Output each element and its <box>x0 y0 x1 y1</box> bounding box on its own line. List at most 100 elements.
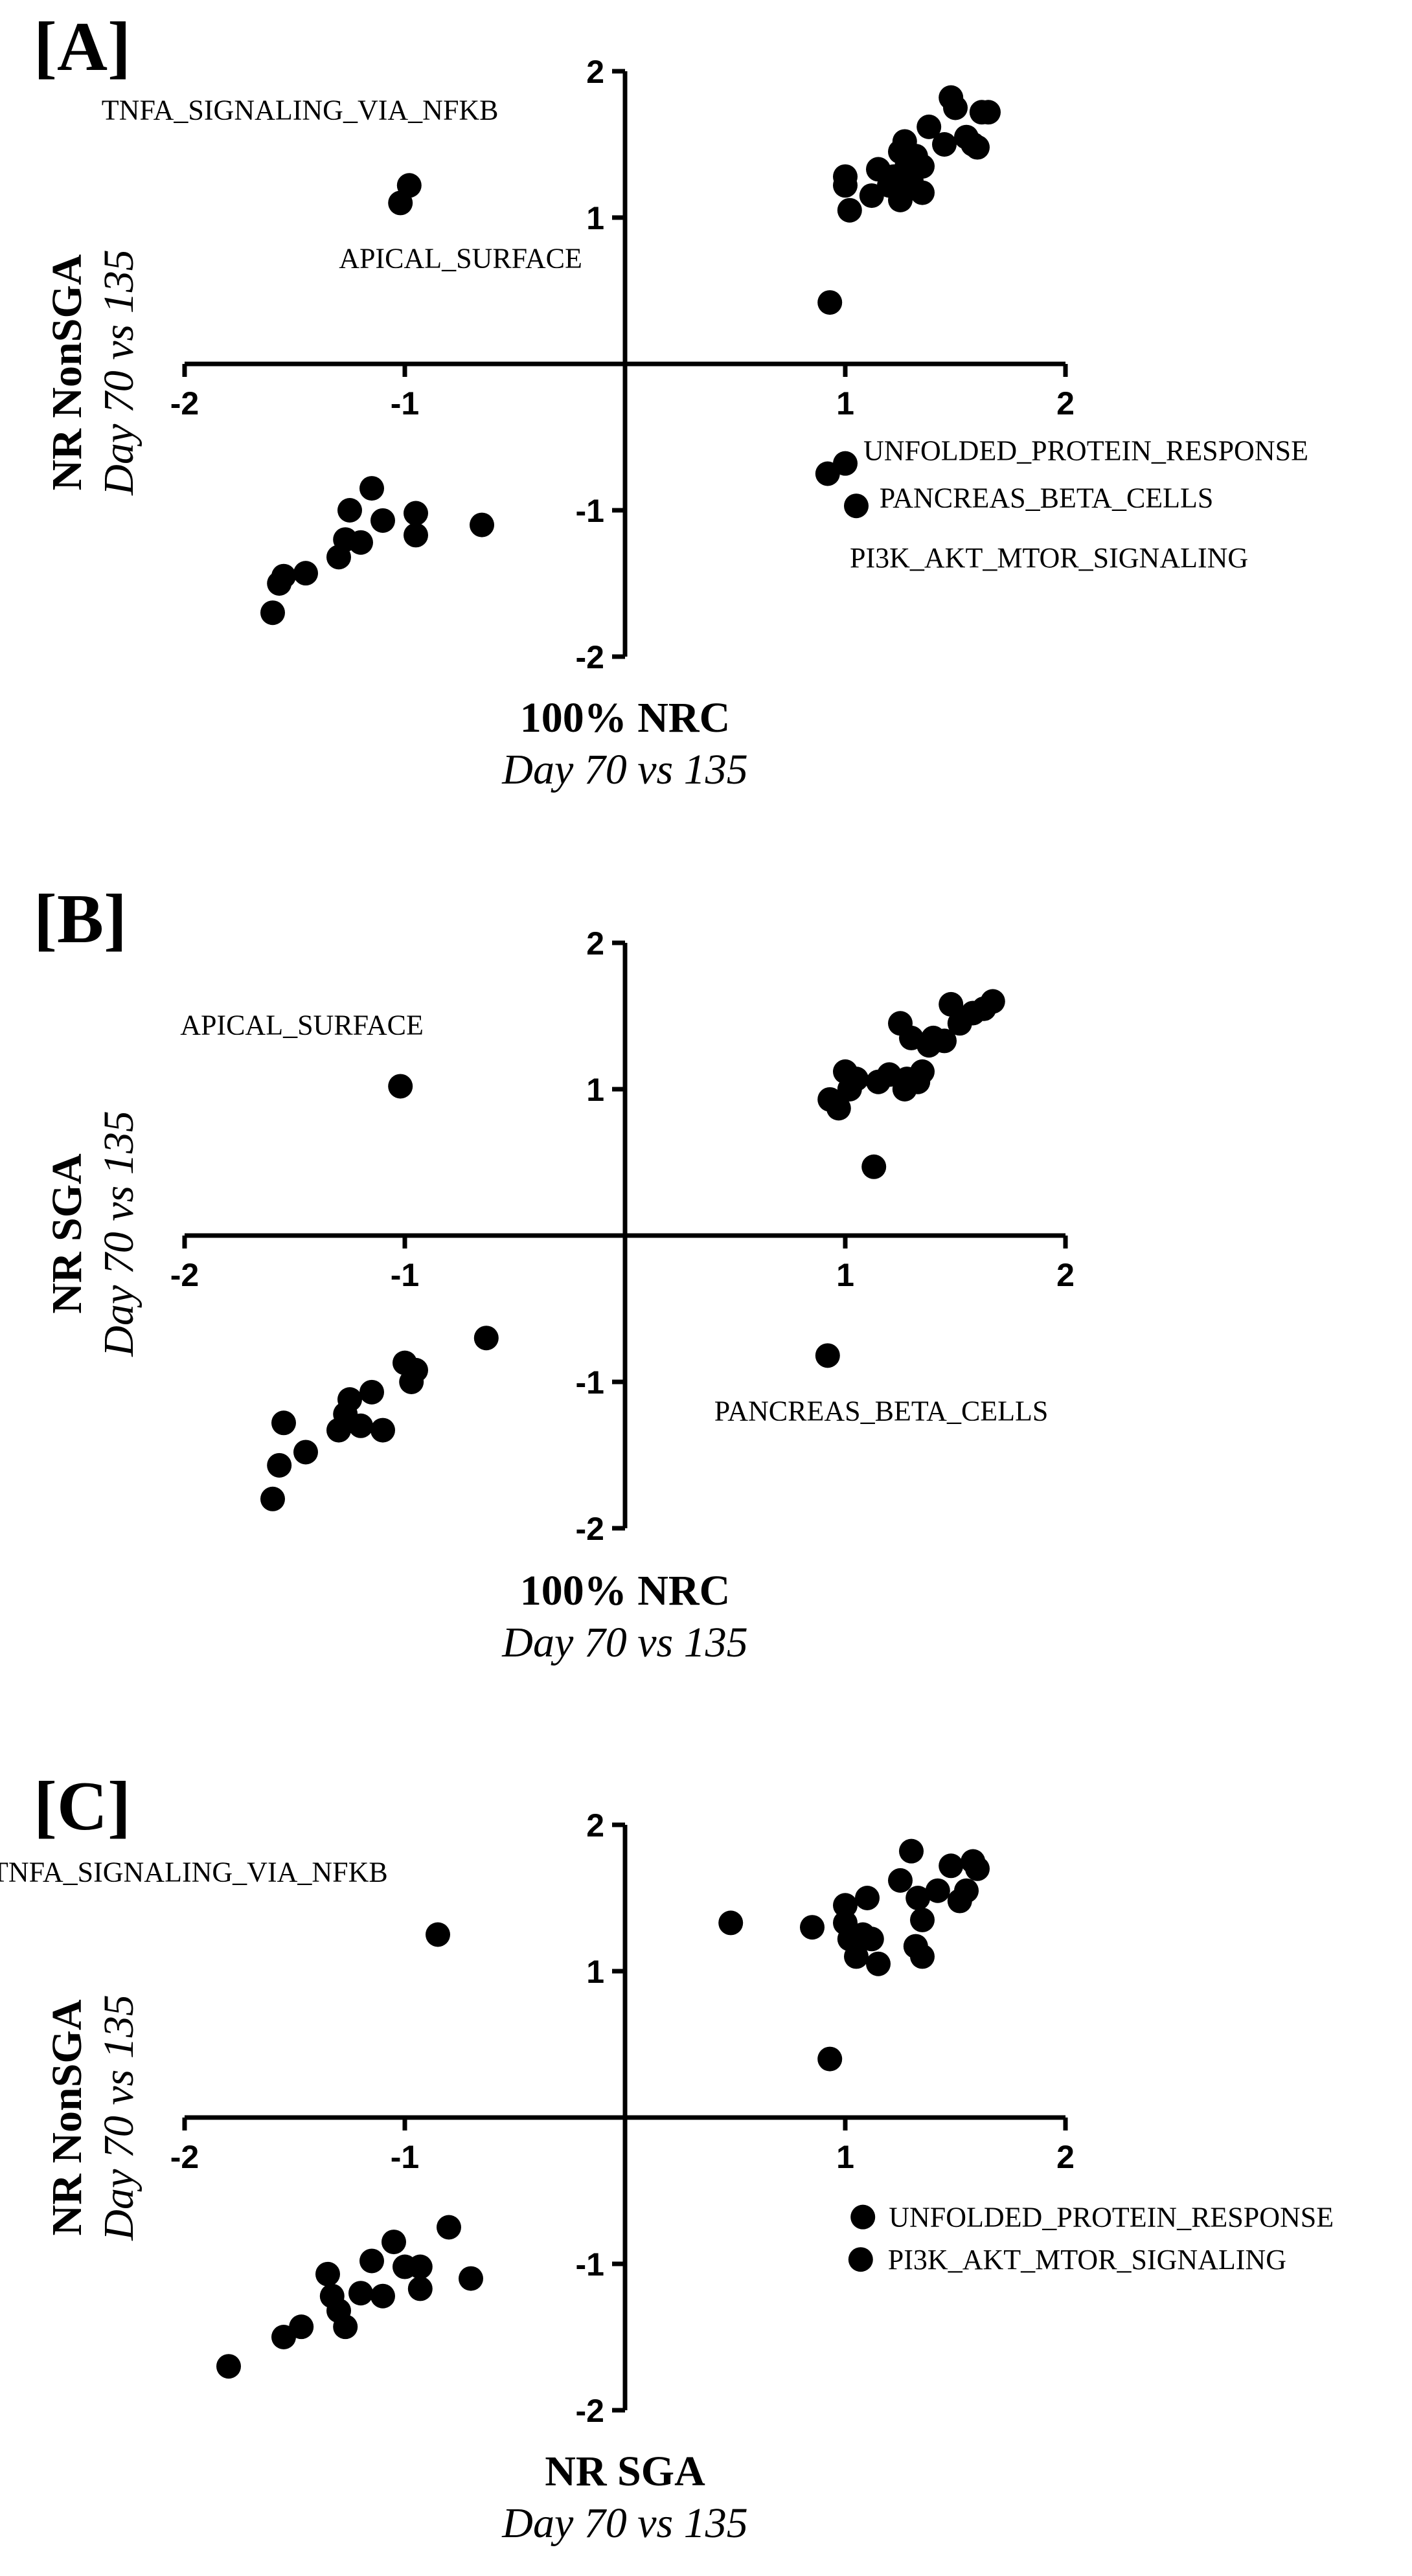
point-annotation-a: PANCREAS_BETA_CELLS <box>880 482 1214 514</box>
panel-label-a: [A] <box>34 8 131 85</box>
data-point-c <box>855 1886 880 1910</box>
data-point-a <box>965 135 990 160</box>
data-point-c <box>910 1944 935 1969</box>
data-point-c <box>910 1907 935 1932</box>
y-tick-label-b: 2 <box>586 925 604 962</box>
data-point-b <box>861 1154 887 1179</box>
data-point-c <box>850 2204 876 2230</box>
data-point-a <box>404 501 428 526</box>
data-point-a <box>271 563 296 589</box>
data-point-b <box>293 1440 318 1465</box>
data-point-a <box>470 512 494 537</box>
data-point-a <box>817 290 843 315</box>
point-annotation-a: PI3K_AKT_MTOR_SIGNALING <box>850 542 1248 574</box>
data-point-c <box>289 2314 314 2340</box>
data-point-c <box>315 2261 340 2287</box>
data-point-c <box>817 2046 843 2072</box>
panel-label-c: [C] <box>34 1768 131 1845</box>
data-point-c <box>844 1944 869 1969</box>
data-point-b <box>932 1028 957 1054</box>
y-tick-label-b: 1 <box>586 1072 604 1108</box>
point-annotation-b: APICAL_SURFACE <box>180 1009 424 1041</box>
x-axis-title-a: 100% NRC <box>520 694 731 741</box>
data-point-c <box>437 2215 461 2240</box>
y-axis-title-b: NR SGA <box>43 1153 91 1314</box>
data-point-a <box>888 187 913 212</box>
data-point-b <box>910 1059 935 1084</box>
point-annotation-a: TNFA_SIGNALING_VIA_NFKB <box>102 94 499 126</box>
data-point-b <box>359 1379 384 1405</box>
data-point-a <box>976 100 1001 125</box>
data-point-b <box>473 1326 499 1351</box>
point-annotation-c: UNFOLDED_PROTEIN_RESPONSE <box>889 2202 1334 2233</box>
y-tick-label-c: 1 <box>586 1954 604 1990</box>
data-point-a <box>359 476 384 501</box>
data-point-a <box>837 198 862 223</box>
x-tick-label-b: -1 <box>391 1257 419 1293</box>
y-axis-title-a: NR NonSGA <box>43 254 91 490</box>
data-point-b <box>388 1074 413 1099</box>
data-point-a <box>943 95 968 120</box>
data-point-c <box>954 1878 979 1903</box>
y-tick-label-a: -1 <box>576 493 604 529</box>
x-tick-label-b: 2 <box>1056 1257 1075 1293</box>
x-tick-label-c: -1 <box>391 2139 419 2175</box>
data-point-c <box>381 2230 406 2255</box>
data-point-c <box>459 2266 483 2291</box>
point-annotation-c: TNFA_SIGNALING_VIA_NFKB <box>0 1857 388 1888</box>
y-tick-label-b: -2 <box>576 1511 604 1547</box>
data-point-a <box>293 561 318 586</box>
data-point-a <box>404 523 428 548</box>
data-point-c <box>370 2283 395 2309</box>
data-point-c <box>348 2281 373 2306</box>
y-tick-label-a: -2 <box>576 639 604 675</box>
x-tick-label-b: -2 <box>170 1257 199 1293</box>
data-point-c <box>407 2276 433 2301</box>
data-point-c <box>407 2254 433 2279</box>
data-point-a <box>833 173 858 198</box>
data-point-b <box>337 1387 362 1412</box>
data-point-a <box>844 493 869 519</box>
data-point-a <box>348 530 373 555</box>
data-point-c <box>939 1853 964 1879</box>
x-axis-title-b: 100% NRC <box>520 1567 731 1614</box>
data-point-c <box>426 1922 450 1947</box>
data-point-b <box>980 989 1005 1014</box>
data-point-c <box>718 1910 744 1936</box>
data-point-c <box>899 1838 924 1864</box>
x-tick-label-c: -2 <box>170 2139 199 2175</box>
data-point-c <box>359 2248 384 2274</box>
y-tick-label-a: 2 <box>586 54 604 90</box>
panel-label-b: [B] <box>34 881 127 958</box>
data-point-c <box>848 2247 873 2272</box>
x-tick-label-a: 1 <box>836 385 854 422</box>
data-point-b <box>370 1418 395 1443</box>
data-point-b <box>844 1067 869 1092</box>
data-point-a <box>337 498 362 523</box>
data-point-a <box>370 508 395 533</box>
y-axis-subtitle-c: Day 70 vs 135 <box>95 1994 142 2241</box>
data-point-c <box>216 2354 241 2379</box>
y-tick-label-a: 1 <box>586 200 604 236</box>
x-axis-subtitle-a: Day 70 vs 135 <box>501 746 747 793</box>
point-annotation-c: PI3K_AKT_MTOR_SIGNALING <box>888 2244 1286 2276</box>
data-point-a <box>396 173 422 198</box>
point-annotation-a: APICAL_SURFACE <box>339 242 582 274</box>
y-tick-label-c: 2 <box>586 1807 604 1844</box>
x-tick-label-a: -1 <box>391 385 419 422</box>
data-point-b <box>348 1413 373 1438</box>
data-point-b <box>826 1096 851 1121</box>
y-tick-label-b: -1 <box>576 1364 604 1401</box>
data-point-b <box>815 1343 840 1368</box>
data-point-c <box>333 2314 358 2340</box>
x-tick-label-a: -2 <box>170 385 199 422</box>
data-point-c <box>965 1856 990 1881</box>
data-point-c <box>905 1886 931 1910</box>
x-axis-subtitle-b: Day 70 vs 135 <box>501 1619 747 1666</box>
data-point-a <box>917 114 942 139</box>
point-annotation-a: UNFOLDED_PROTEIN_RESPONSE <box>863 435 1308 467</box>
data-point-b <box>939 991 964 1017</box>
y-axis-subtitle-b: Day 70 vs 135 <box>95 1111 142 1357</box>
data-point-a <box>260 600 285 626</box>
